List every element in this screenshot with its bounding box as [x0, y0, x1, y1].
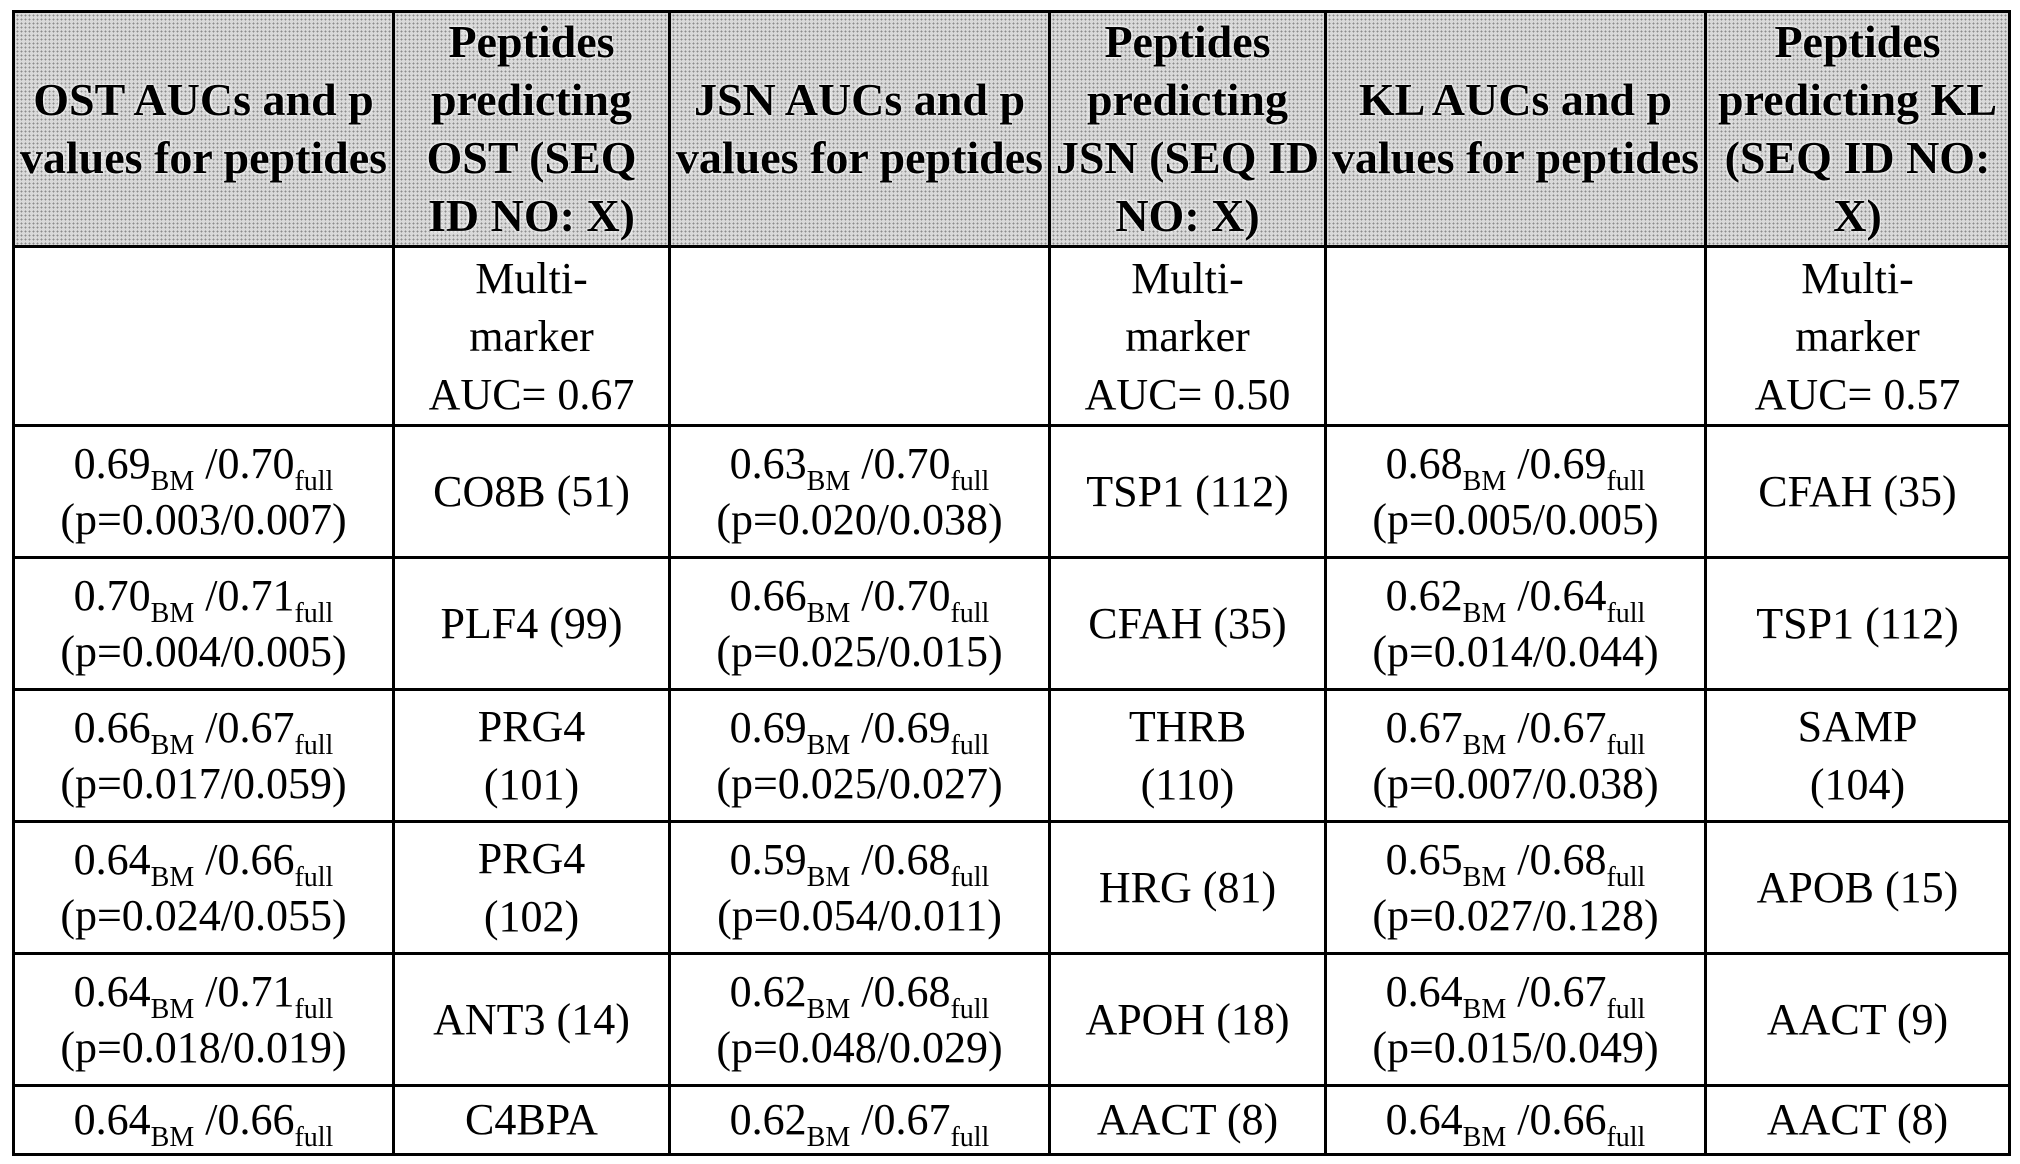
ost_pep-cell: ANT3 (14) [394, 954, 670, 1086]
jsn_pep-cell: TSP1 (112) [1050, 426, 1326, 558]
ost_pep-cell: CO8B (51) [394, 426, 670, 558]
jsn-auc-cell: 0.69BM /0.69full(p=0.025/0.027) [670, 690, 1050, 822]
kl-auc-cell: 0.62BM /0.64full(p=0.014/0.044) [1326, 558, 1706, 690]
jsn_pep-cell: APOH (18) [1050, 954, 1326, 1086]
ost-peptide-cell: C4BPA [394, 1086, 670, 1155]
ost_pep-cell: PRG4 (101) [394, 690, 670, 822]
empty-cell [670, 247, 1050, 426]
kl_pep-cell: TSP1 (112) [1706, 558, 2010, 690]
ost-auc-cell: 0.69BM /0.70full(p=0.003/0.007) [14, 426, 394, 558]
header-kl-aucs: KL AUCs and p values for peptides [1326, 12, 1706, 247]
header-jsn-peptides: Peptides predicting JSN (SEQ ID NO: X) [1050, 12, 1326, 247]
header-ost-peptides: Peptides predicting OST (SEQ ID NO: X) [394, 12, 670, 247]
table-row: 0.70BM /0.71full(p=0.004/0.005)PLF4 (99)… [14, 558, 2010, 690]
header-row: OST AUCs and p values for peptides Pepti… [14, 12, 2010, 247]
kl-auc-cell: 0.64BM /0.66full [1326, 1086, 1706, 1155]
results-table-container: OST AUCs and p values for peptides Pepti… [12, 10, 2011, 1156]
jsn-auc-cell: 0.59BM /0.68full(p=0.054/0.011) [670, 822, 1050, 954]
table-row: 0.66BM /0.67full(p=0.017/0.059)PRG4 (101… [14, 690, 2010, 822]
kl-auc-cell: 0.67BM /0.67full(p=0.007/0.038) [1326, 690, 1706, 822]
kl-peptide-cell: AACT (8) [1706, 1086, 2010, 1155]
multimarker-row: Multi- marker AUC= 0.67 Multi- marker AU… [14, 247, 2010, 426]
ost-auc-cell: 0.64BM /0.71full(p=0.018/0.019) [14, 954, 394, 1086]
table-row: 0.64BM /0.71full(p=0.018/0.019)ANT3 (14)… [14, 954, 2010, 1086]
ost-auc-cell: 0.64BM /0.66full(p=0.024/0.055) [14, 822, 394, 954]
empty-cell [1326, 247, 1706, 426]
ost_pep-cell: PRG4 (102) [394, 822, 670, 954]
ost_pep-cell: PLF4 (99) [394, 558, 670, 690]
table-row: 0.64BM /0.66full(p=0.024/0.055)PRG4 (102… [14, 822, 2010, 954]
jsn-peptide-cell: AACT (8) [1050, 1086, 1326, 1155]
jsn-auc-cell: 0.62BM /0.67full [670, 1086, 1050, 1155]
kl_pep-cell: AACT (9) [1706, 954, 2010, 1086]
table-row-last: 0.64BM /0.66full C4BPA 0.62BM /0.67full … [14, 1086, 2010, 1155]
jsn-auc-cell: 0.63BM /0.70full(p=0.020/0.038) [670, 426, 1050, 558]
jsn_pep-cell: CFAH (35) [1050, 558, 1326, 690]
header-ost-aucs: OST AUCs and p values for peptides [14, 12, 394, 247]
ost-auc-cell: 0.70BM /0.71full(p=0.004/0.005) [14, 558, 394, 690]
jsn_pep-cell: HRG (81) [1050, 822, 1326, 954]
jsn_pep-cell: THRB (110) [1050, 690, 1326, 822]
header-kl-peptides: Peptides predicting KL (SEQ ID NO: X) [1706, 12, 2010, 247]
jsn-multimarker-cell: Multi- marker AUC= 0.50 [1050, 247, 1326, 426]
jsn-auc-cell: 0.66BM /0.70full(p=0.025/0.015) [670, 558, 1050, 690]
kl-auc-cell: 0.64BM /0.67full(p=0.015/0.049) [1326, 954, 1706, 1086]
jsn-auc-cell: 0.62BM /0.68full(p=0.048/0.029) [670, 954, 1050, 1086]
empty-cell [14, 247, 394, 426]
kl_pep-cell: CFAH (35) [1706, 426, 2010, 558]
kl-auc-cell: 0.68BM /0.69full(p=0.005/0.005) [1326, 426, 1706, 558]
kl-multimarker-cell: Multi- marker AUC= 0.57 [1706, 247, 2010, 426]
kl-auc-cell: 0.65BM /0.68full(p=0.027/0.128) [1326, 822, 1706, 954]
auc-results-table: OST AUCs and p values for peptides Pepti… [12, 10, 2011, 1156]
table-row: 0.69BM /0.70full(p=0.003/0.007)CO8B (51)… [14, 426, 2010, 558]
kl_pep-cell: SAMP (104) [1706, 690, 2010, 822]
ost-auc-cell: 0.64BM /0.66full [14, 1086, 394, 1155]
header-jsn-aucs: JSN AUCs and p values for peptides [670, 12, 1050, 247]
kl_pep-cell: APOB (15) [1706, 822, 2010, 954]
ost-auc-cell: 0.66BM /0.67full(p=0.017/0.059) [14, 690, 394, 822]
ost-multimarker-cell: Multi- marker AUC= 0.67 [394, 247, 670, 426]
